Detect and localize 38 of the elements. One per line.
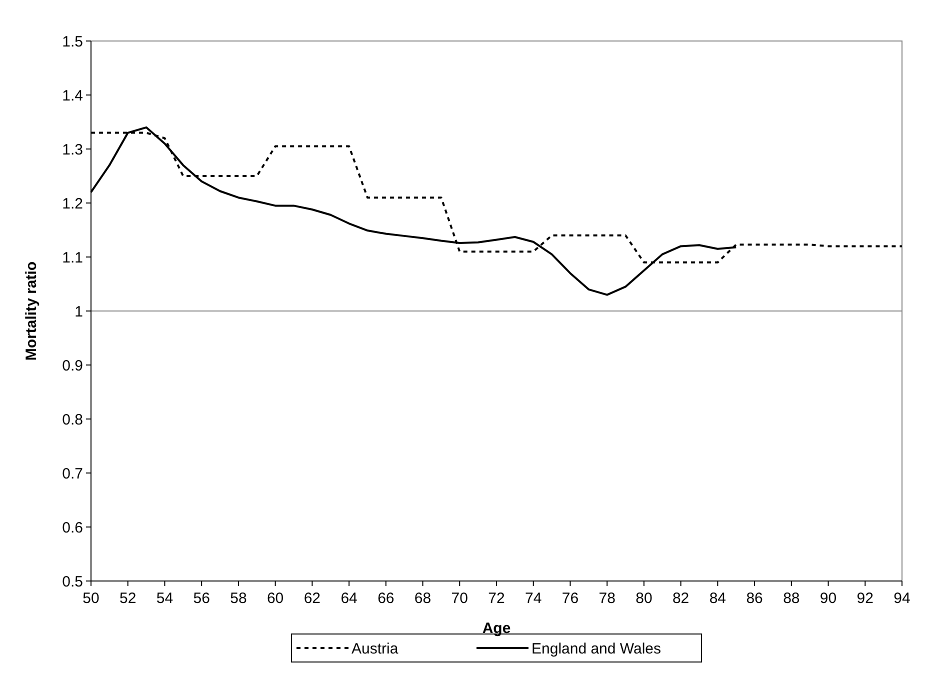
- legend-label: England and Wales: [532, 640, 662, 658]
- x-tick-label: 80: [636, 590, 652, 607]
- y-tick-label: 0.7: [62, 465, 83, 482]
- x-tick-label: 76: [562, 590, 579, 607]
- x-tick-label: 88: [783, 590, 800, 607]
- x-tick-label: 68: [414, 590, 432, 607]
- x-tick-label: 74: [525, 590, 542, 607]
- legend-label: Austria: [352, 640, 399, 658]
- y-tick-label: 1.2: [62, 195, 83, 212]
- x-tick-label: 90: [820, 590, 837, 607]
- x-tick-label: 60: [266, 590, 284, 607]
- y-tick-label: 0.6: [62, 519, 83, 536]
- x-tick-label: 78: [598, 590, 616, 607]
- x-tick-label: 50: [82, 590, 100, 607]
- x-tick-label: 86: [746, 590, 763, 607]
- x-tick-label: 58: [230, 590, 247, 607]
- x-tick-label: 92: [856, 590, 874, 607]
- y-tick-label: 1.3: [62, 141, 83, 158]
- y-tick-label: 1.5: [62, 33, 83, 50]
- x-tick-label: 56: [193, 590, 210, 607]
- y-tick-label: 1.4: [62, 87, 83, 104]
- y-tick-label: 1: [74, 303, 83, 320]
- x-axis-title: Age: [482, 620, 511, 637]
- x-tick-label: 72: [488, 590, 505, 607]
- x-tick-label: 82: [672, 590, 690, 607]
- y-axis-title: Mortality ratio: [23, 261, 40, 361]
- x-tick-label: 70: [451, 590, 468, 607]
- x-tick-label: 52: [120, 590, 136, 607]
- y-tick-label: 0.5: [62, 573, 83, 590]
- x-tick-label: 64: [340, 590, 358, 607]
- x-tick-label: 66: [378, 590, 394, 607]
- x-tick-label: 62: [304, 590, 321, 607]
- y-tick-label: 0.9: [62, 357, 83, 374]
- y-tick-label: 0.8: [62, 411, 83, 428]
- x-tick-label: 84: [709, 590, 726, 607]
- x-tick-label: 54: [156, 590, 174, 607]
- y-tick-label: 1.1: [62, 249, 83, 266]
- x-tick-label: 94: [894, 590, 910, 607]
